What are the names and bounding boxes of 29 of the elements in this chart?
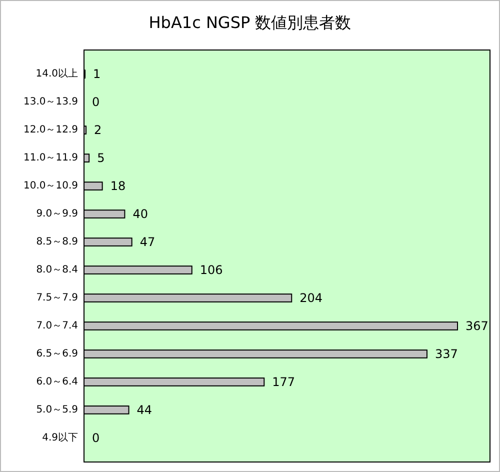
data-label: 44 — [136, 402, 152, 417]
y-tick-label: 8.0～8.4 — [36, 264, 78, 276]
data-label: 5 — [97, 151, 105, 166]
y-tick-label: 6.5～6.9 — [36, 348, 78, 360]
data-label: 337 — [434, 346, 458, 361]
y-tick-label: 11.0～11.9 — [23, 152, 78, 164]
chart-title: HbA1c NGSP 数値別患者数 — [148, 13, 352, 32]
data-label: 47 — [140, 235, 156, 250]
y-tick-label: 10.0～10.9 — [23, 180, 78, 192]
data-label: 177 — [272, 374, 296, 389]
y-tick-label: 7.0～7.4 — [36, 320, 78, 332]
y-tick-label: 6.0～6.4 — [36, 376, 78, 388]
y-tick-label: 9.0～9.9 — [36, 208, 78, 220]
data-label: 0 — [92, 95, 100, 110]
y-tick-label: 5.0～5.9 — [36, 404, 78, 416]
y-tick-label: 13.0～13.9 — [23, 96, 78, 108]
data-label: 367 — [466, 318, 488, 333]
y-tick-label: 4.9以下 — [42, 431, 78, 444]
y-tick-label: 12.0～12.9 — [23, 124, 78, 136]
data-label: 40 — [132, 207, 148, 222]
data-label: 204 — [300, 290, 323, 305]
data-label: 106 — [200, 262, 223, 277]
data-label: 2 — [94, 123, 102, 138]
data-label: 0 — [92, 430, 100, 445]
y-tick-label: 8.5～8.9 — [36, 236, 78, 248]
data-label: 1 — [93, 67, 101, 82]
data-label: 18 — [110, 179, 126, 194]
y-tick-label: 7.5～7.9 — [36, 292, 78, 304]
y-tick-label: 14.0以上 — [36, 68, 78, 80]
